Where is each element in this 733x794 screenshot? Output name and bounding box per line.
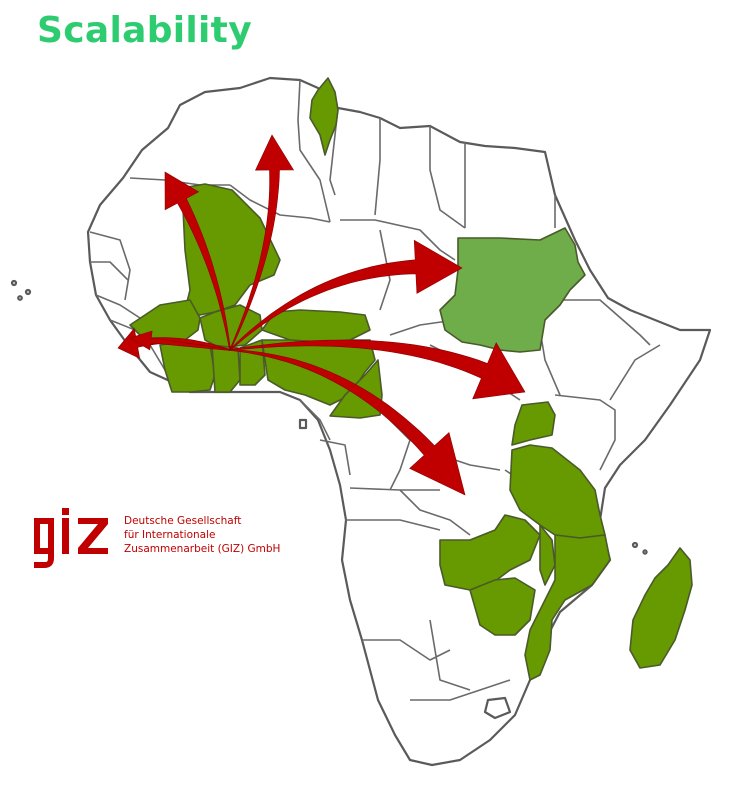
- country-mozambique: [524, 534, 611, 681]
- giz-text-line-3: Zusammenarbeit (GIZ) GmbH: [124, 543, 281, 555]
- island-comoros-2: [642, 549, 648, 555]
- giz-letter-z: [78, 518, 108, 554]
- island-comoros: [631, 541, 639, 549]
- country-sudan: [439, 227, 586, 353]
- country-uganda: [511, 401, 556, 446]
- page-title: Scalability: [37, 10, 252, 51]
- island-cape-verde-3: [17, 295, 23, 301]
- arrow-to-east-africa: [229, 339, 526, 400]
- island-cape-verde: [10, 279, 18, 287]
- country-madagascar: [629, 547, 693, 669]
- giz-text-line-2: für Internationale: [124, 529, 216, 541]
- country-ghana: [211, 344, 241, 393]
- country-malawi: [539, 524, 556, 586]
- island-cape-verde-2: [24, 288, 32, 296]
- country-tunisia: [309, 77, 339, 156]
- arrow-to-north-west: [164, 171, 231, 351]
- giz-letter-i-dot: [62, 508, 69, 515]
- arrow-to-central: [229, 349, 466, 496]
- giz-text-line-1: Deutsche Gesellschaft: [124, 515, 242, 527]
- country-zimbabwe: [469, 577, 536, 636]
- giz-logo-text: Deutsche Gesellschaft für Internationale…: [124, 514, 280, 556]
- arrow-layer: [117, 134, 526, 496]
- island-bioko: [298, 418, 308, 430]
- arrow-to-north: [229, 134, 295, 351]
- country-lesotho: [483, 696, 512, 720]
- country-zambia: [439, 514, 541, 591]
- arrow-to-west-coast-2: [129, 330, 231, 351]
- giz-logo-mark: [34, 508, 108, 568]
- giz-letter-i: [62, 518, 69, 554]
- arrow-to-sudan: [229, 239, 463, 351]
- giz-letter-g: [34, 518, 54, 568]
